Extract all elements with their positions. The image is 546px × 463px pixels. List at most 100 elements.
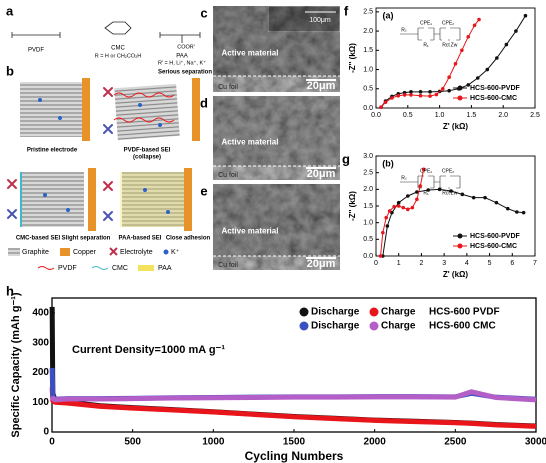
- circuit-label: CPE₁: [420, 168, 432, 174]
- sem-images: [213, 5, 341, 270]
- data-point: [401, 205, 406, 210]
- y-tick-label: 2.5: [363, 170, 373, 177]
- plot-frame: [375, 7, 536, 109]
- legend-label: CMC: [112, 265, 128, 272]
- data-point: [396, 204, 401, 208]
- x-tick-label: 5: [488, 260, 492, 267]
- scale-bar: 20μm: [307, 168, 336, 180]
- polymer-name: PVDF: [28, 48, 44, 54]
- series-line: [49, 387, 537, 429]
- x-tick-label: 2.5: [530, 112, 540, 119]
- x-axis-title: Z' (kΩ): [443, 122, 469, 131]
- scheme-caption: PAA-based SEI: [119, 236, 162, 242]
- data-point: [471, 195, 476, 200]
- legend-label: HCS-600-CMC: [470, 95, 517, 102]
- panel-label: g: [342, 151, 350, 166]
- y-tick-label: 200: [32, 367, 49, 378]
- polymer-note: R = H or CH₂CO₂H: [95, 53, 142, 59]
- y-tick-label: 1.5: [363, 203, 373, 210]
- x-tick-label: 500: [124, 437, 141, 448]
- data-point: [390, 96, 394, 100]
- data-point: [409, 93, 413, 97]
- circuit-label: CPE₁: [420, 20, 432, 26]
- data-point: [415, 197, 419, 202]
- data-point: [494, 200, 499, 205]
- legend-label: Charge: [381, 307, 416, 318]
- x-tick-label: 2000: [364, 437, 387, 448]
- circuit-label: Rₛ: [401, 27, 407, 33]
- data-point: [485, 67, 490, 72]
- data-point: [447, 75, 451, 80]
- data-point: [409, 90, 413, 94]
- data-point: [505, 206, 510, 211]
- y-tick-label: 0.5: [363, 86, 373, 93]
- y-tick-label: 3.0: [363, 153, 373, 160]
- x-tick-label: 2500: [444, 437, 467, 448]
- scheme-caption: CMC-based SEI: [16, 236, 61, 242]
- sem-foil: Cu foil: [218, 84, 238, 91]
- data-point: [495, 56, 499, 60]
- data-point: [523, 13, 528, 18]
- data-point: [406, 207, 410, 212]
- panel-b-schemes: [7, 78, 200, 271]
- data-point: [428, 90, 432, 94]
- panel-label: e: [200, 183, 207, 198]
- x-tick-label: 1: [397, 260, 401, 267]
- legend-marker: [299, 321, 309, 331]
- data-point: [453, 61, 458, 66]
- data-point: [515, 210, 519, 214]
- scheme-caption: Close adhesion: [166, 236, 211, 242]
- data-point: [410, 205, 415, 210]
- data-point: [406, 194, 410, 198]
- circuit-label: Rₛ: [401, 175, 407, 181]
- data-point: [460, 192, 465, 197]
- panel-label: f: [344, 3, 349, 18]
- series-line: [49, 389, 537, 403]
- legend-marker: [457, 95, 463, 101]
- y-tick-label: 2.0: [363, 186, 373, 193]
- x-tick-label: 0: [49, 437, 55, 448]
- data-point: [418, 90, 423, 94]
- data-point: [381, 230, 385, 235]
- polymer-group: COOR': [177, 44, 195, 50]
- panel-label: b: [6, 63, 14, 78]
- x-axis-title: Cycling Numbers: [245, 449, 344, 463]
- x-tick-label: 3: [442, 260, 446, 267]
- circuit-label: Rct: [442, 42, 450, 48]
- y-tick-label: 0: [43, 427, 49, 438]
- sem-layer: Active material: [222, 226, 279, 235]
- x-axis-title: Z' (kΩ): [443, 270, 469, 279]
- data-point: [396, 93, 401, 98]
- circuit-label: CPE₂: [442, 20, 454, 26]
- x-tick-label: 2: [419, 260, 423, 267]
- x-tick-label: 0: [374, 260, 378, 267]
- data-point: [466, 83, 471, 87]
- scheme-caption: (collapse): [133, 155, 161, 161]
- scheme-caption: Pristine electrode: [27, 148, 78, 154]
- x-tick-label: 3000: [525, 437, 546, 448]
- data-point: [426, 188, 431, 192]
- y-tick-label: 400: [32, 308, 49, 319]
- legend-marker: [299, 307, 309, 317]
- scale-bar: 20μm: [307, 258, 336, 270]
- x-tick-label: 4: [465, 260, 469, 267]
- scale-bar: 20μm: [307, 80, 336, 92]
- series-line: [380, 19, 480, 108]
- legend-label: K⁺: [171, 249, 180, 256]
- circuit: [400, 27, 461, 41]
- legend-label: Charge: [381, 321, 416, 332]
- circuit-label: CPE₂: [442, 168, 454, 174]
- chart-tag: (a): [383, 10, 394, 20]
- circuit-label: Zw: [451, 190, 458, 196]
- data-point: [418, 184, 423, 188]
- data-point: [447, 88, 451, 93]
- y-tick-label: 2.0: [363, 28, 373, 35]
- data-point: [379, 105, 383, 110]
- legend-label: Discharge: [311, 321, 360, 332]
- scheme-caption: PVDF-based SEI: [124, 148, 171, 154]
- polymer-name: PAA: [176, 54, 188, 60]
- legend-label: Discharge: [311, 307, 360, 318]
- sem-foil: Cu foil: [218, 172, 238, 179]
- sem-layer: Active material: [222, 137, 279, 146]
